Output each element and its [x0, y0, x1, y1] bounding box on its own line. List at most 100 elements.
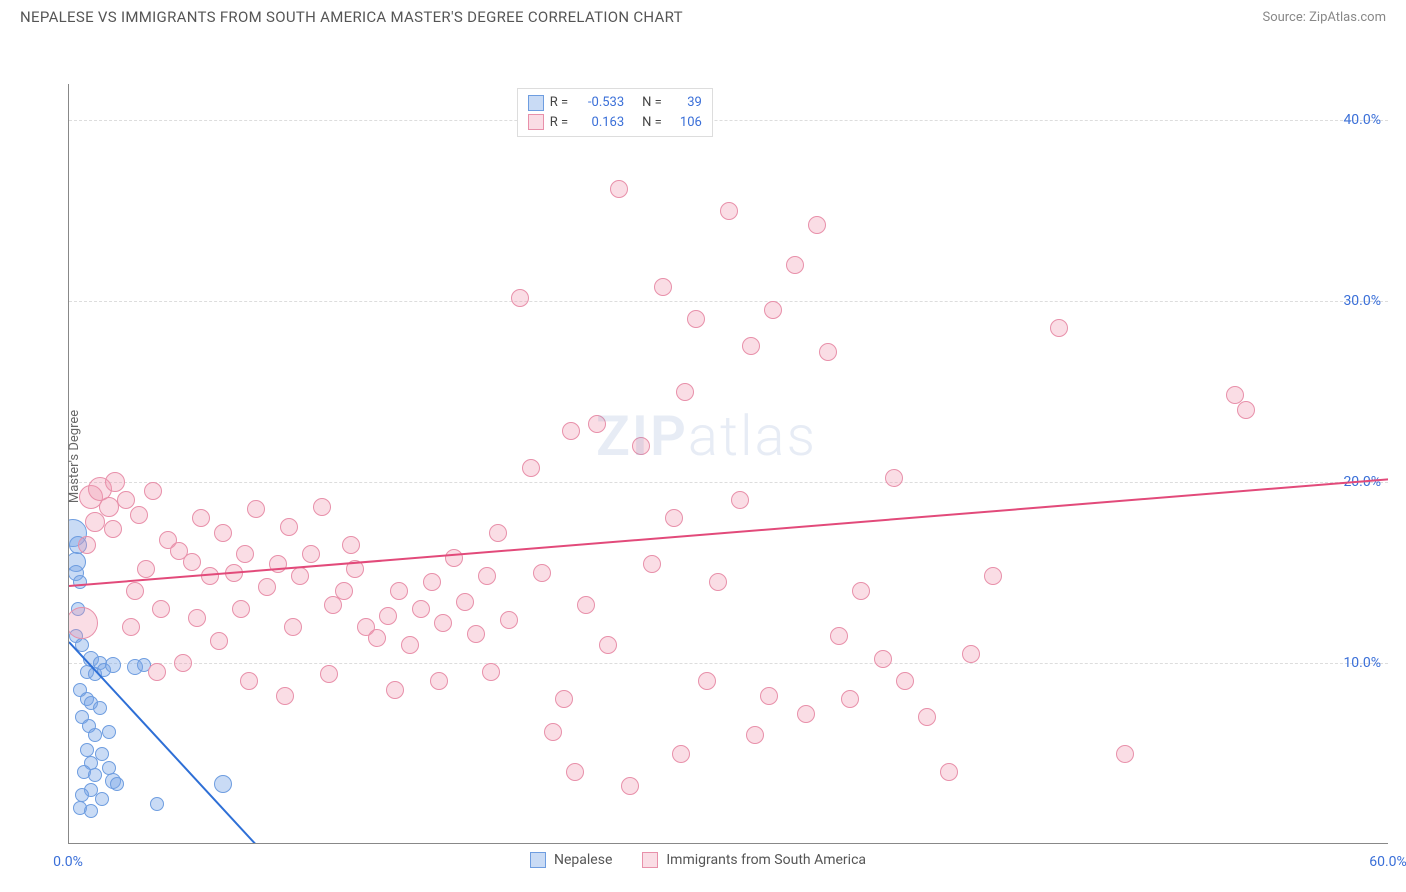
data-point — [122, 618, 140, 636]
data-point — [284, 618, 302, 636]
bottom-legend: Nepalese Immigrants from South America — [530, 852, 866, 868]
gridline-h — [69, 482, 1388, 483]
data-point — [247, 500, 265, 518]
y-tick-label: 30.0% — [1321, 293, 1381, 309]
data-point — [150, 797, 164, 811]
data-point — [555, 690, 573, 708]
data-point — [632, 437, 650, 455]
data-point — [302, 545, 320, 563]
data-point — [102, 725, 116, 739]
data-point — [874, 650, 892, 668]
data-point — [236, 545, 254, 563]
data-point — [577, 596, 595, 614]
data-point — [192, 509, 210, 527]
gridline-h — [69, 120, 1388, 121]
data-point — [482, 663, 500, 681]
data-point — [188, 609, 206, 627]
data-point — [808, 216, 826, 234]
data-point — [456, 593, 474, 611]
data-point — [88, 728, 102, 742]
data-point — [852, 582, 870, 600]
stats-row: R =-0.533N =39 — [528, 93, 702, 113]
data-point — [342, 536, 360, 554]
data-point — [566, 763, 584, 781]
data-point — [786, 256, 804, 274]
data-point — [896, 672, 914, 690]
data-point — [511, 289, 529, 307]
y-axis-label: Master's Degree — [67, 410, 82, 503]
data-point — [797, 705, 815, 723]
data-point — [709, 573, 727, 591]
data-point — [599, 636, 617, 654]
data-point — [1050, 319, 1068, 337]
stat-n-label: N = — [642, 113, 662, 133]
data-point — [130, 506, 148, 524]
data-point — [214, 524, 232, 542]
data-point — [174, 654, 192, 672]
data-point — [841, 690, 859, 708]
trend-line — [69, 478, 1388, 587]
data-point — [742, 337, 760, 355]
data-point — [276, 687, 294, 705]
data-point — [533, 564, 551, 582]
data-point — [313, 498, 331, 516]
data-point — [654, 278, 672, 296]
data-point — [588, 415, 606, 433]
gridline-h — [69, 301, 1388, 302]
data-point — [940, 763, 958, 781]
data-point — [117, 491, 135, 509]
legend-item: Nepalese — [530, 852, 612, 868]
data-point — [687, 310, 705, 328]
data-point — [610, 180, 628, 198]
data-point — [621, 777, 639, 795]
data-point — [401, 636, 419, 654]
data-point — [93, 701, 107, 715]
data-point — [84, 804, 98, 818]
data-point — [95, 792, 109, 806]
x-tick-label: 0.0% — [53, 854, 83, 870]
data-point — [104, 520, 122, 538]
title-bar: NEPALESE VS IMMIGRANTS FROM SOUTH AMERIC… — [0, 0, 1406, 32]
data-point — [984, 567, 1002, 585]
data-point — [434, 614, 452, 632]
plot-area: 10.0%20.0%30.0%40.0% — [68, 84, 1388, 844]
data-point — [379, 607, 397, 625]
data-point — [210, 632, 228, 650]
data-point — [885, 469, 903, 487]
data-point — [148, 663, 166, 681]
data-point — [105, 657, 121, 673]
x-tick-label: 60.0% — [1369, 854, 1406, 870]
data-point — [522, 459, 540, 477]
stat-n-value: 39 — [668, 93, 702, 113]
data-point — [85, 512, 105, 532]
data-point — [152, 600, 170, 618]
data-point — [368, 629, 386, 647]
stat-n-value: 106 — [668, 113, 702, 133]
data-point — [386, 681, 404, 699]
data-point — [665, 509, 683, 527]
data-point — [183, 553, 201, 571]
data-point — [88, 768, 102, 782]
data-point — [544, 723, 562, 741]
data-point — [467, 625, 485, 643]
data-point — [746, 726, 764, 744]
stat-r-value: -0.533 — [574, 93, 624, 113]
data-point — [1237, 401, 1255, 419]
stat-r-label: R = — [550, 113, 568, 133]
data-point — [68, 607, 98, 639]
data-point — [489, 524, 507, 542]
legend-label: Immigrants from South America — [666, 852, 866, 868]
data-point — [445, 549, 463, 567]
data-point — [390, 582, 408, 600]
data-point — [672, 745, 690, 763]
data-point — [320, 665, 338, 683]
legend-swatch — [642, 852, 658, 868]
data-point — [1116, 745, 1134, 763]
data-point — [137, 560, 155, 578]
data-point — [126, 582, 144, 600]
data-point — [232, 600, 250, 618]
data-point — [819, 343, 837, 361]
data-point — [643, 555, 661, 573]
stat-r-label: R = — [550, 93, 568, 113]
data-point — [105, 472, 125, 492]
